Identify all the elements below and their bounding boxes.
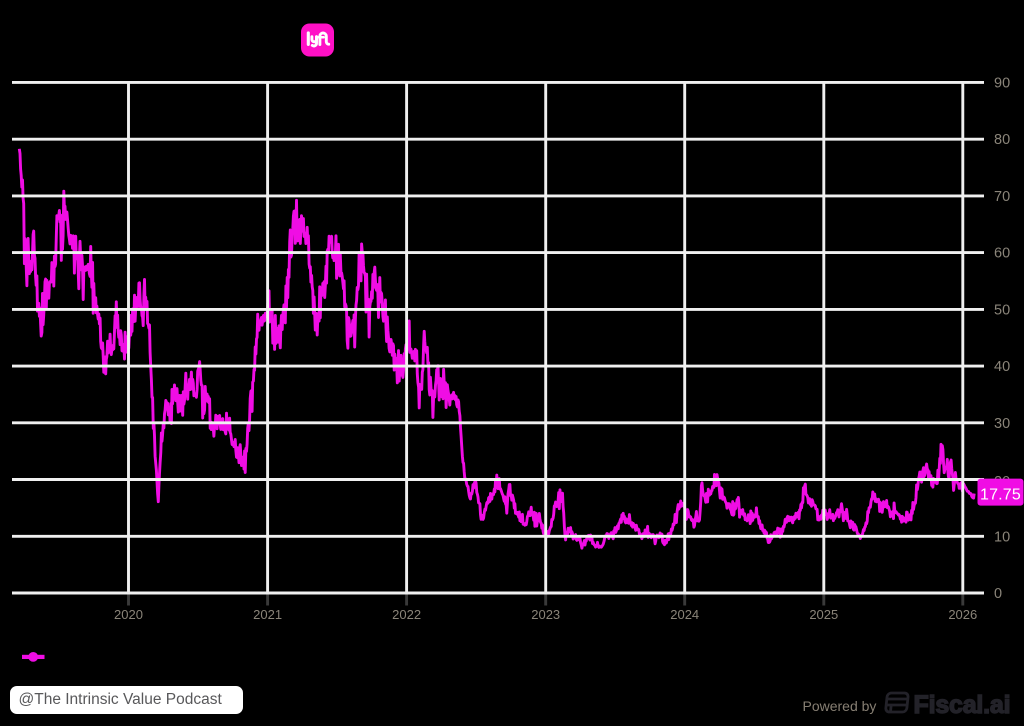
svg-text:10: 10 xyxy=(994,529,1010,545)
svg-text:40: 40 xyxy=(994,359,1010,375)
svg-text:0: 0 xyxy=(994,586,1002,602)
svg-text:2021: 2021 xyxy=(253,607,282,622)
svg-text:Fiscal.ai: Fiscal.ai xyxy=(914,691,1011,719)
svg-text:30: 30 xyxy=(994,416,1010,432)
svg-text:17.75: 17.75 xyxy=(980,487,1021,504)
svg-text:50: 50 xyxy=(994,302,1010,318)
svg-text:70: 70 xyxy=(994,189,1010,205)
svg-text:2023: 2023 xyxy=(531,607,560,622)
svg-text:2025: 2025 xyxy=(809,607,838,622)
svg-text:60: 60 xyxy=(994,246,1010,262)
svg-text:Powered by: Powered by xyxy=(803,698,877,714)
svg-text:2022: 2022 xyxy=(392,607,421,622)
svg-text:2024: 2024 xyxy=(670,607,699,622)
svg-text:90: 90 xyxy=(994,75,1010,91)
svg-text:2026: 2026 xyxy=(948,607,977,622)
svg-text:2020: 2020 xyxy=(114,607,143,622)
svg-text:80: 80 xyxy=(994,132,1010,148)
